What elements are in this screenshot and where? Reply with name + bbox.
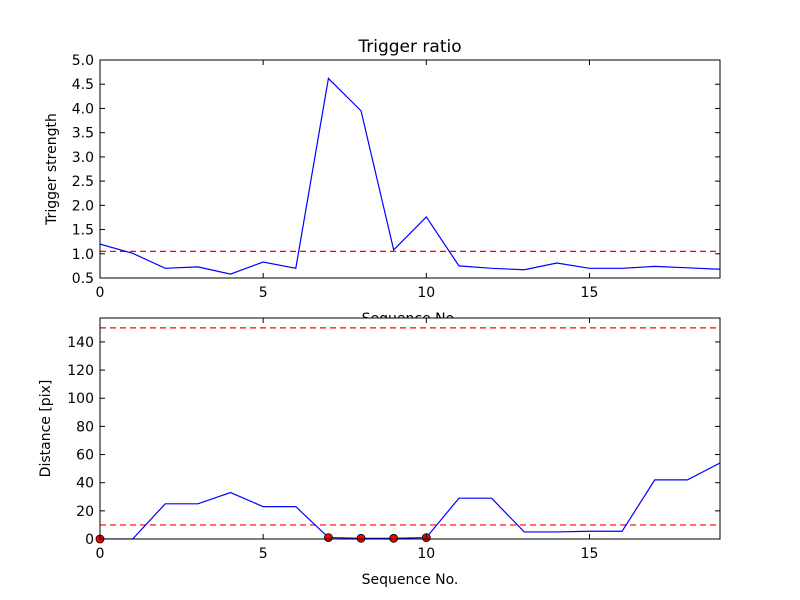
x-tick-label: 15 (581, 546, 599, 562)
x-tick-label: 0 (96, 285, 105, 301)
y-tick-label: 0.5 (72, 271, 94, 287)
y-tick-label: 4.0 (72, 101, 94, 117)
y-tick-label: 0 (85, 532, 94, 548)
x-axis-label: Sequence No. (362, 311, 459, 327)
chart-title: Trigger ratio (357, 37, 461, 57)
y-tick-label: 2.0 (72, 198, 94, 214)
plot-area-bottom (100, 327, 720, 539)
y-tick-label: 3.5 (72, 126, 94, 142)
x-tick-label: 10 (417, 546, 435, 562)
x-axis-label: Sequence No. (362, 572, 459, 588)
y-tick-label: 80 (76, 419, 94, 435)
y-tick-label: 60 (76, 448, 94, 464)
panel-top: 0 5 10 15 0.5 1.0 1.5 2.0 2.5 3.0 3.5 4.0 4.5 5.0 Sequ… (44, 37, 721, 327)
panel-bottom: 0 5 10 15 0 20 40 60 80 100 120 140 Sequence No. Dist… (38, 317, 721, 588)
x-tick-label: 10 (417, 285, 435, 301)
x-tick-label: 0 (96, 546, 105, 562)
y-tick-label: 20 (76, 504, 94, 520)
y-tick-label: 2.5 (72, 174, 94, 190)
y-axis-label: Distance [pix] (38, 380, 54, 478)
y-tick-label: 5.0 (72, 53, 94, 69)
x-tick-label: 5 (259, 546, 268, 562)
y-tick-label: 3.0 (72, 150, 94, 166)
x-tick-label: 15 (581, 285, 599, 301)
y-tick-label: 40 (76, 476, 94, 492)
series-line-top-0 (100, 77, 720, 275)
y-axis-label: Trigger strength (44, 113, 60, 226)
data-point-marker (356, 533, 366, 543)
x-tick-label: 5 (259, 285, 268, 301)
data-point-marker (389, 533, 399, 543)
y-tick-label: 1.5 (72, 223, 94, 239)
y-tick-label: 120 (67, 363, 94, 379)
plot-area-top (100, 77, 720, 275)
y-tick-label: 140 (67, 335, 94, 351)
y-tick-label: 100 (67, 391, 94, 407)
y-tick-label: 4.5 (72, 77, 94, 93)
y-tick-label: 1.0 (72, 247, 94, 263)
axes-frame-bottom (99, 317, 721, 540)
series-line-bottom-0 (100, 462, 720, 539)
data-point-marker (324, 533, 333, 542)
axes-frame-top (99, 59, 721, 279)
